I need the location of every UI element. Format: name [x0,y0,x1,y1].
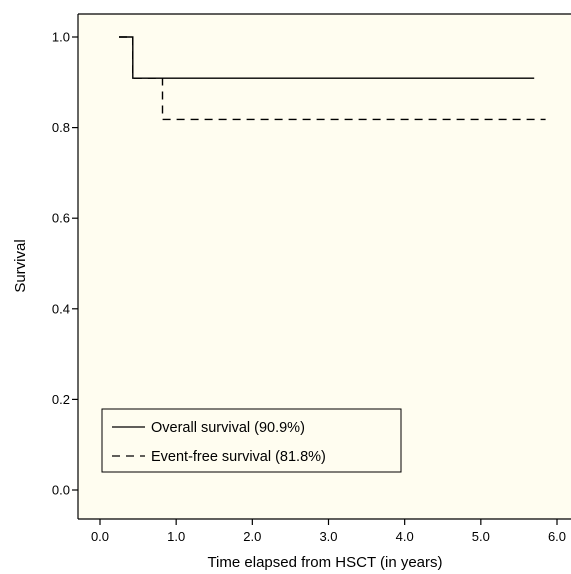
x-tick-label: 5.0 [472,529,490,544]
y-axis-title: Survival [12,239,29,292]
y-tick-label: 0.0 [52,483,70,498]
x-axis-title: Time elapsed from HSCT (in years) [207,554,442,571]
event-free-survival-line [119,36,546,121]
series-layer [119,36,546,121]
y-tick-label: 0.4 [52,301,70,316]
plot-frame [77,13,571,520]
y-tick-label: 0.6 [52,211,70,226]
y-axis: 0.0 0.2 0.4 0.6 0.8 1.0 [52,30,78,498]
y-tick-label: 0.8 [52,120,70,135]
legend-box [101,408,402,473]
x-tick-label: 4.0 [396,529,414,544]
x-tick-label: 2.0 [243,529,261,544]
x-tick-label: 1.0 [167,529,185,544]
legend-label-overall: Overall survival (90.9%) [151,420,305,436]
x-tick-label: 3.0 [319,529,337,544]
y-tick-label: 1.0 [52,30,70,45]
legend-label-event-free: Event-free survival (81.8%) [151,449,326,465]
x-tick-label: 6.0 [548,529,566,544]
legend: Overall survival (90.9%) Event-free surv… [101,408,402,473]
x-axis: 0.0 1.0 2.0 3.0 4.0 5.0 6.0 [91,519,566,544]
x-tick-label: 0.0 [91,529,109,544]
y-tick-label: 0.2 [52,392,70,407]
